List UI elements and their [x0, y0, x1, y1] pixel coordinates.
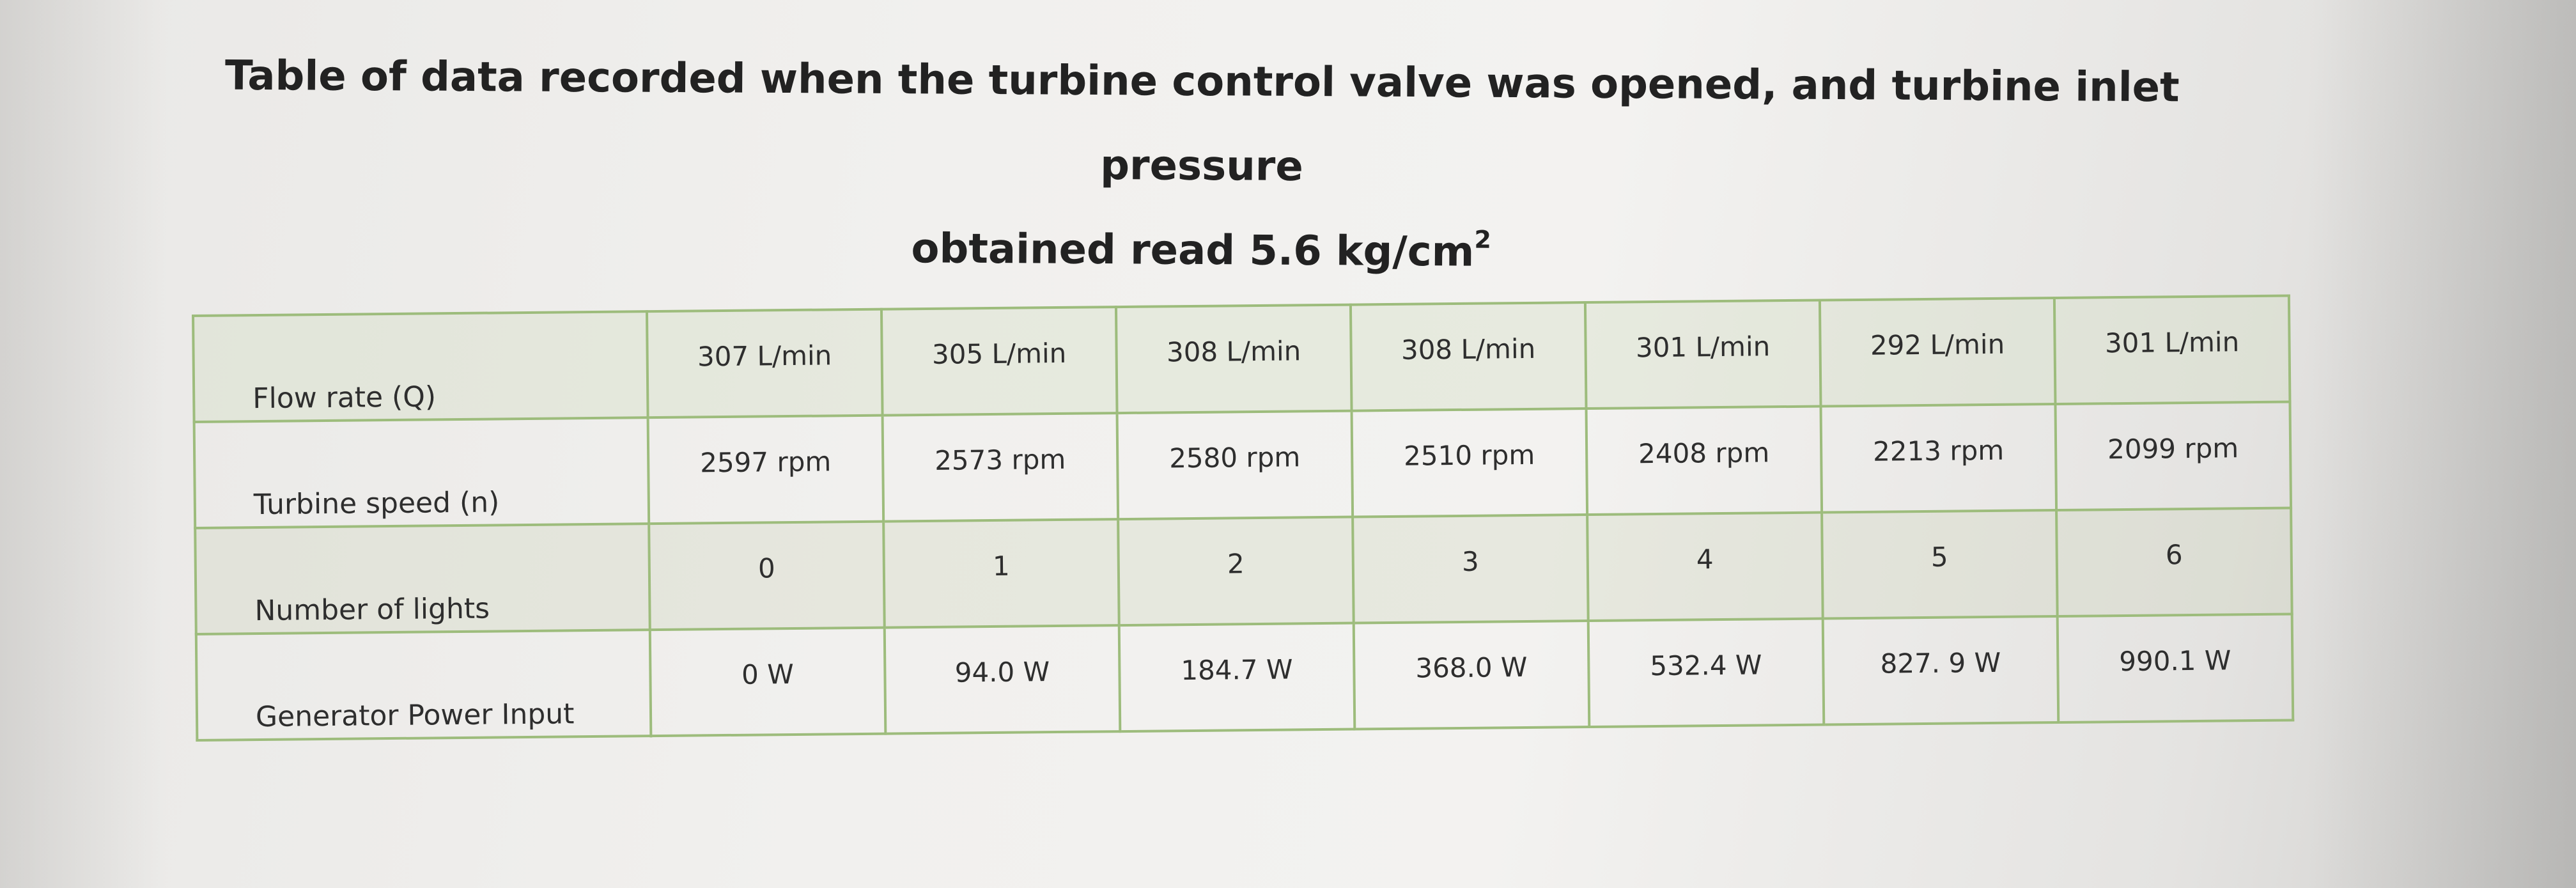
table-cell: 368.0 W — [1353, 621, 1590, 729]
row-label-generator-power-input: Generator Power Input — [196, 630, 651, 740]
table-cell: 5 — [1822, 510, 2058, 619]
table-cell: 0 — [649, 521, 885, 630]
table-cell: 4 — [1587, 512, 1823, 621]
table-cell: 2408 rpm — [1586, 406, 1822, 515]
table-cell: 184.7 W — [1119, 623, 1355, 732]
table-row-flow-rate: Flow rate (Q) 307 L/min 305 L/min 308 L/… — [193, 295, 2290, 422]
row-label-flow-rate: Flow rate (Q) — [193, 311, 648, 422]
table-row-number-of-lights: Number of lights 0 1 2 3 4 5 6 — [195, 508, 2292, 634]
table-cell: 301 L/min — [2054, 295, 2290, 405]
table-cell: 307 L/min — [646, 309, 883, 418]
table-cell: 3 — [1353, 515, 1588, 623]
table-row-turbine-speed: Turbine speed (n) 2597 rpm 2573 rpm 2580… — [194, 401, 2292, 528]
row-label-turbine-speed: Turbine speed (n) — [194, 417, 649, 528]
page-title: Table of data recorded when the turbine … — [172, 33, 2231, 299]
table-cell: 990.1 W — [2057, 614, 2293, 722]
table-cell: 1 — [883, 519, 1119, 628]
photo-shadow-left — [0, 0, 166, 888]
table-cell: 827. 9 W — [1822, 616, 2059, 725]
table-cell: 94.0 W — [884, 625, 1121, 734]
title-line-1: Table of data recorded when the turbine … — [224, 52, 2180, 191]
table-cell: 305 L/min — [881, 307, 1117, 416]
title-line-2-text: obtained read 5.6 kg/cm — [911, 225, 1475, 276]
table-cell: 0 W — [649, 627, 886, 736]
table-cell: 2213 rpm — [1820, 404, 2057, 513]
table-cell: 2580 rpm — [1117, 410, 1353, 520]
row-label-number-of-lights: Number of lights — [195, 524, 650, 634]
table-cell: 292 L/min — [1819, 298, 2056, 407]
table-cell: 2597 rpm — [648, 415, 884, 524]
data-table-container: Flow rate (Q) 307 L/min 305 L/min 308 L/… — [192, 295, 2293, 740]
photo-shadow-right — [2308, 0, 2576, 888]
table-cell: 308 L/min — [1115, 304, 1352, 414]
table-cell: 308 L/min — [1350, 302, 1587, 411]
data-table: Flow rate (Q) 307 L/min 305 L/min 308 L/… — [192, 294, 2294, 741]
title-line-2: obtained read 5.6 kg/cm2 — [172, 202, 2231, 299]
table-cell: 2 — [1118, 517, 1354, 626]
table-cell: 6 — [2056, 508, 2292, 617]
table-cell: 532.4 W — [1588, 618, 1824, 728]
table-cell: 301 L/min — [1585, 300, 1821, 409]
title-superscript: 2 — [1474, 225, 1492, 254]
table-cell: 2510 rpm — [1351, 409, 1588, 517]
table-row-generator-power-input: Generator Power Input 0 W 94.0 W 184.7 W… — [196, 614, 2293, 740]
table-cell: 2573 rpm — [882, 413, 1119, 522]
table-cell: 2099 rpm — [2055, 401, 2292, 511]
